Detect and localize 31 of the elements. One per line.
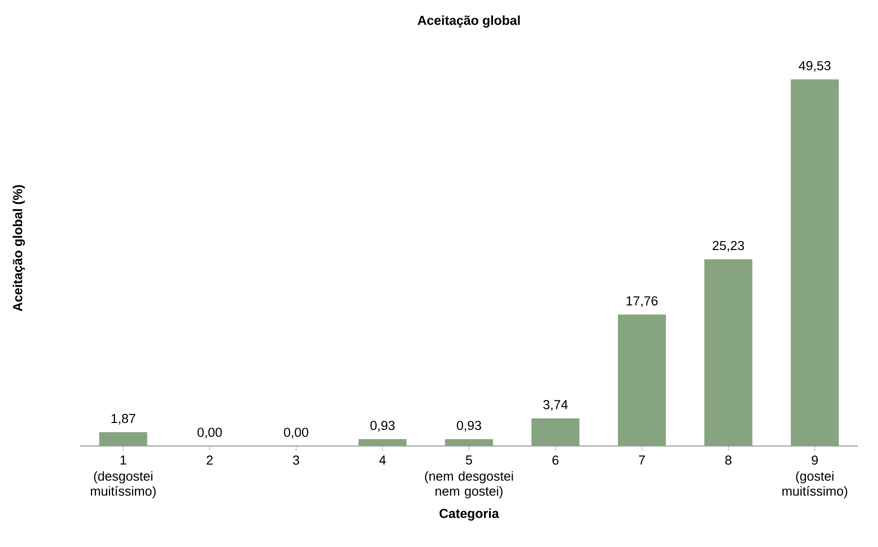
text: (nem desgostei nem gostei) [425,471,513,498]
x-tick-label: 6 [552,456,558,465]
y-axis-title: Aceitação global (%) [12,185,25,312]
text: (gostei muitíssimo) [782,471,848,498]
data-label: 0,00 [198,428,222,438]
bar [358,439,407,446]
x-tick-label: 8 [725,456,732,465]
data-label: 0,93 [370,420,395,432]
data-label: 25,23 [712,240,744,252]
bar [445,439,494,446]
x-tick-label: 3 [293,456,300,465]
x-tick-label: 1 [120,456,126,464]
x-axis-title: Categoria [440,508,500,521]
text: (desgostei muitíssimo) [90,471,156,498]
data-label: 17,76 [626,296,658,307]
x-tick-label: 2 [206,456,213,465]
data-label: 1,87 [112,414,136,425]
data-label: 3,74 [543,400,568,411]
chart-title: Aceitação global [418,15,520,28]
x-tick-label: 9 [812,456,818,465]
x-tick-label: 5 [466,456,472,465]
bar [99,432,148,446]
bar [790,79,839,446]
bar [704,259,752,446]
data-label: 0,00 [284,428,308,438]
bar [531,418,580,446]
data-label: 0,93 [456,420,482,432]
bar [618,314,666,446]
x-tick-label: 4 [379,456,386,464]
data-label: 49,53 [798,61,830,72]
x-tick-label: 7 [638,456,645,464]
